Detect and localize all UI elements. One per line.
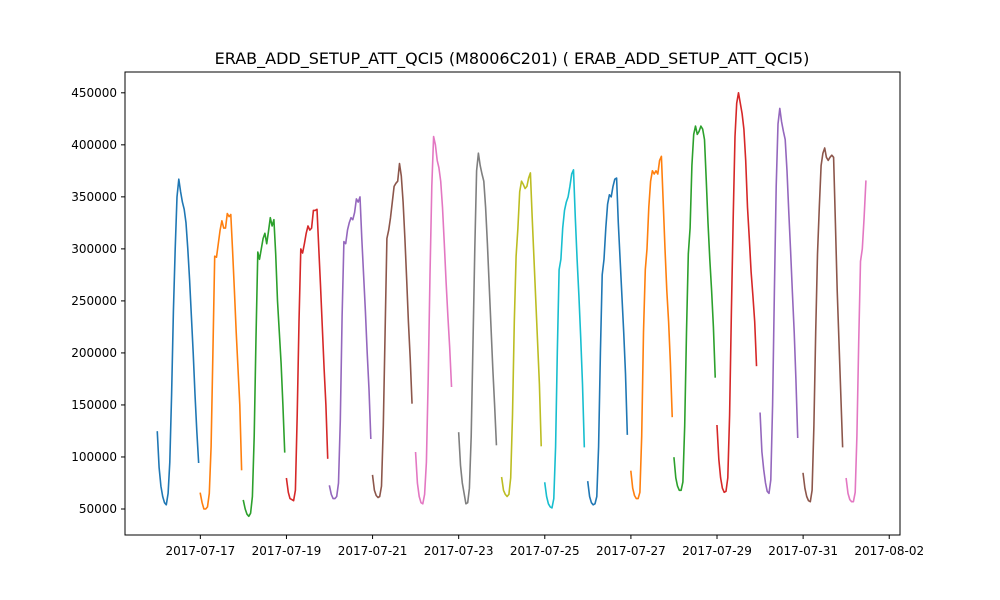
series-line-8 [457,152,498,505]
chart-title: ERAB_ADD_SETUP_ATT_QCI5 (M8006C201) ( ER… [215,49,810,69]
series-line-1 [156,178,200,506]
series-line-17 [845,180,867,503]
y-tick-label: 400000 [71,138,117,152]
series-line-12 [630,155,674,500]
x-axis: 2017-07-17 2017-07-19 2017-07-21 2017-07-23… [165,535,924,558]
series-line-9 [500,172,543,498]
y-tick-label: 200000 [71,346,117,360]
series-line-13 [673,125,717,492]
series-line-16 [802,147,844,503]
y-tick-label: 50000 [79,502,117,516]
x-tick-label: 2017-07-19 [252,544,322,558]
x-tick-label: 2017-08-02 [854,544,924,558]
series-line-6 [371,162,413,499]
y-tick-label: 350000 [71,190,117,204]
x-tick-label: 2017-07-25 [510,544,580,558]
plot-frame [124,71,901,536]
series-line-5 [328,196,372,500]
y-tick-label: 250000 [71,294,117,308]
x-tick-label: 2017-07-29 [682,544,752,558]
series-line-14 [716,92,758,494]
x-tick-label: 2017-07-31 [768,544,838,558]
x-tick-label: 2017-07-23 [424,544,494,558]
y-tick-label: 100000 [71,450,117,464]
series-line-15 [759,107,799,495]
x-tick-label: 2017-07-27 [596,544,666,558]
series-layer [156,92,867,518]
y-tick-label: 150000 [71,398,117,412]
series-line-11 [586,177,629,506]
series-line-10 [543,169,586,509]
x-tick-label: 2017-07-17 [165,544,235,558]
y-axis: 50000 100000 150000 200000 250000 300000 35000… [71,86,125,516]
y-tick-label: 300000 [71,242,117,256]
series-line-4 [285,208,329,502]
x-tick-label: 2017-07-21 [338,544,408,558]
y-tick-label: 450000 [71,86,117,100]
series-line-2 [199,212,243,510]
series-line-3 [242,216,286,518]
series-line-7 [414,135,453,505]
